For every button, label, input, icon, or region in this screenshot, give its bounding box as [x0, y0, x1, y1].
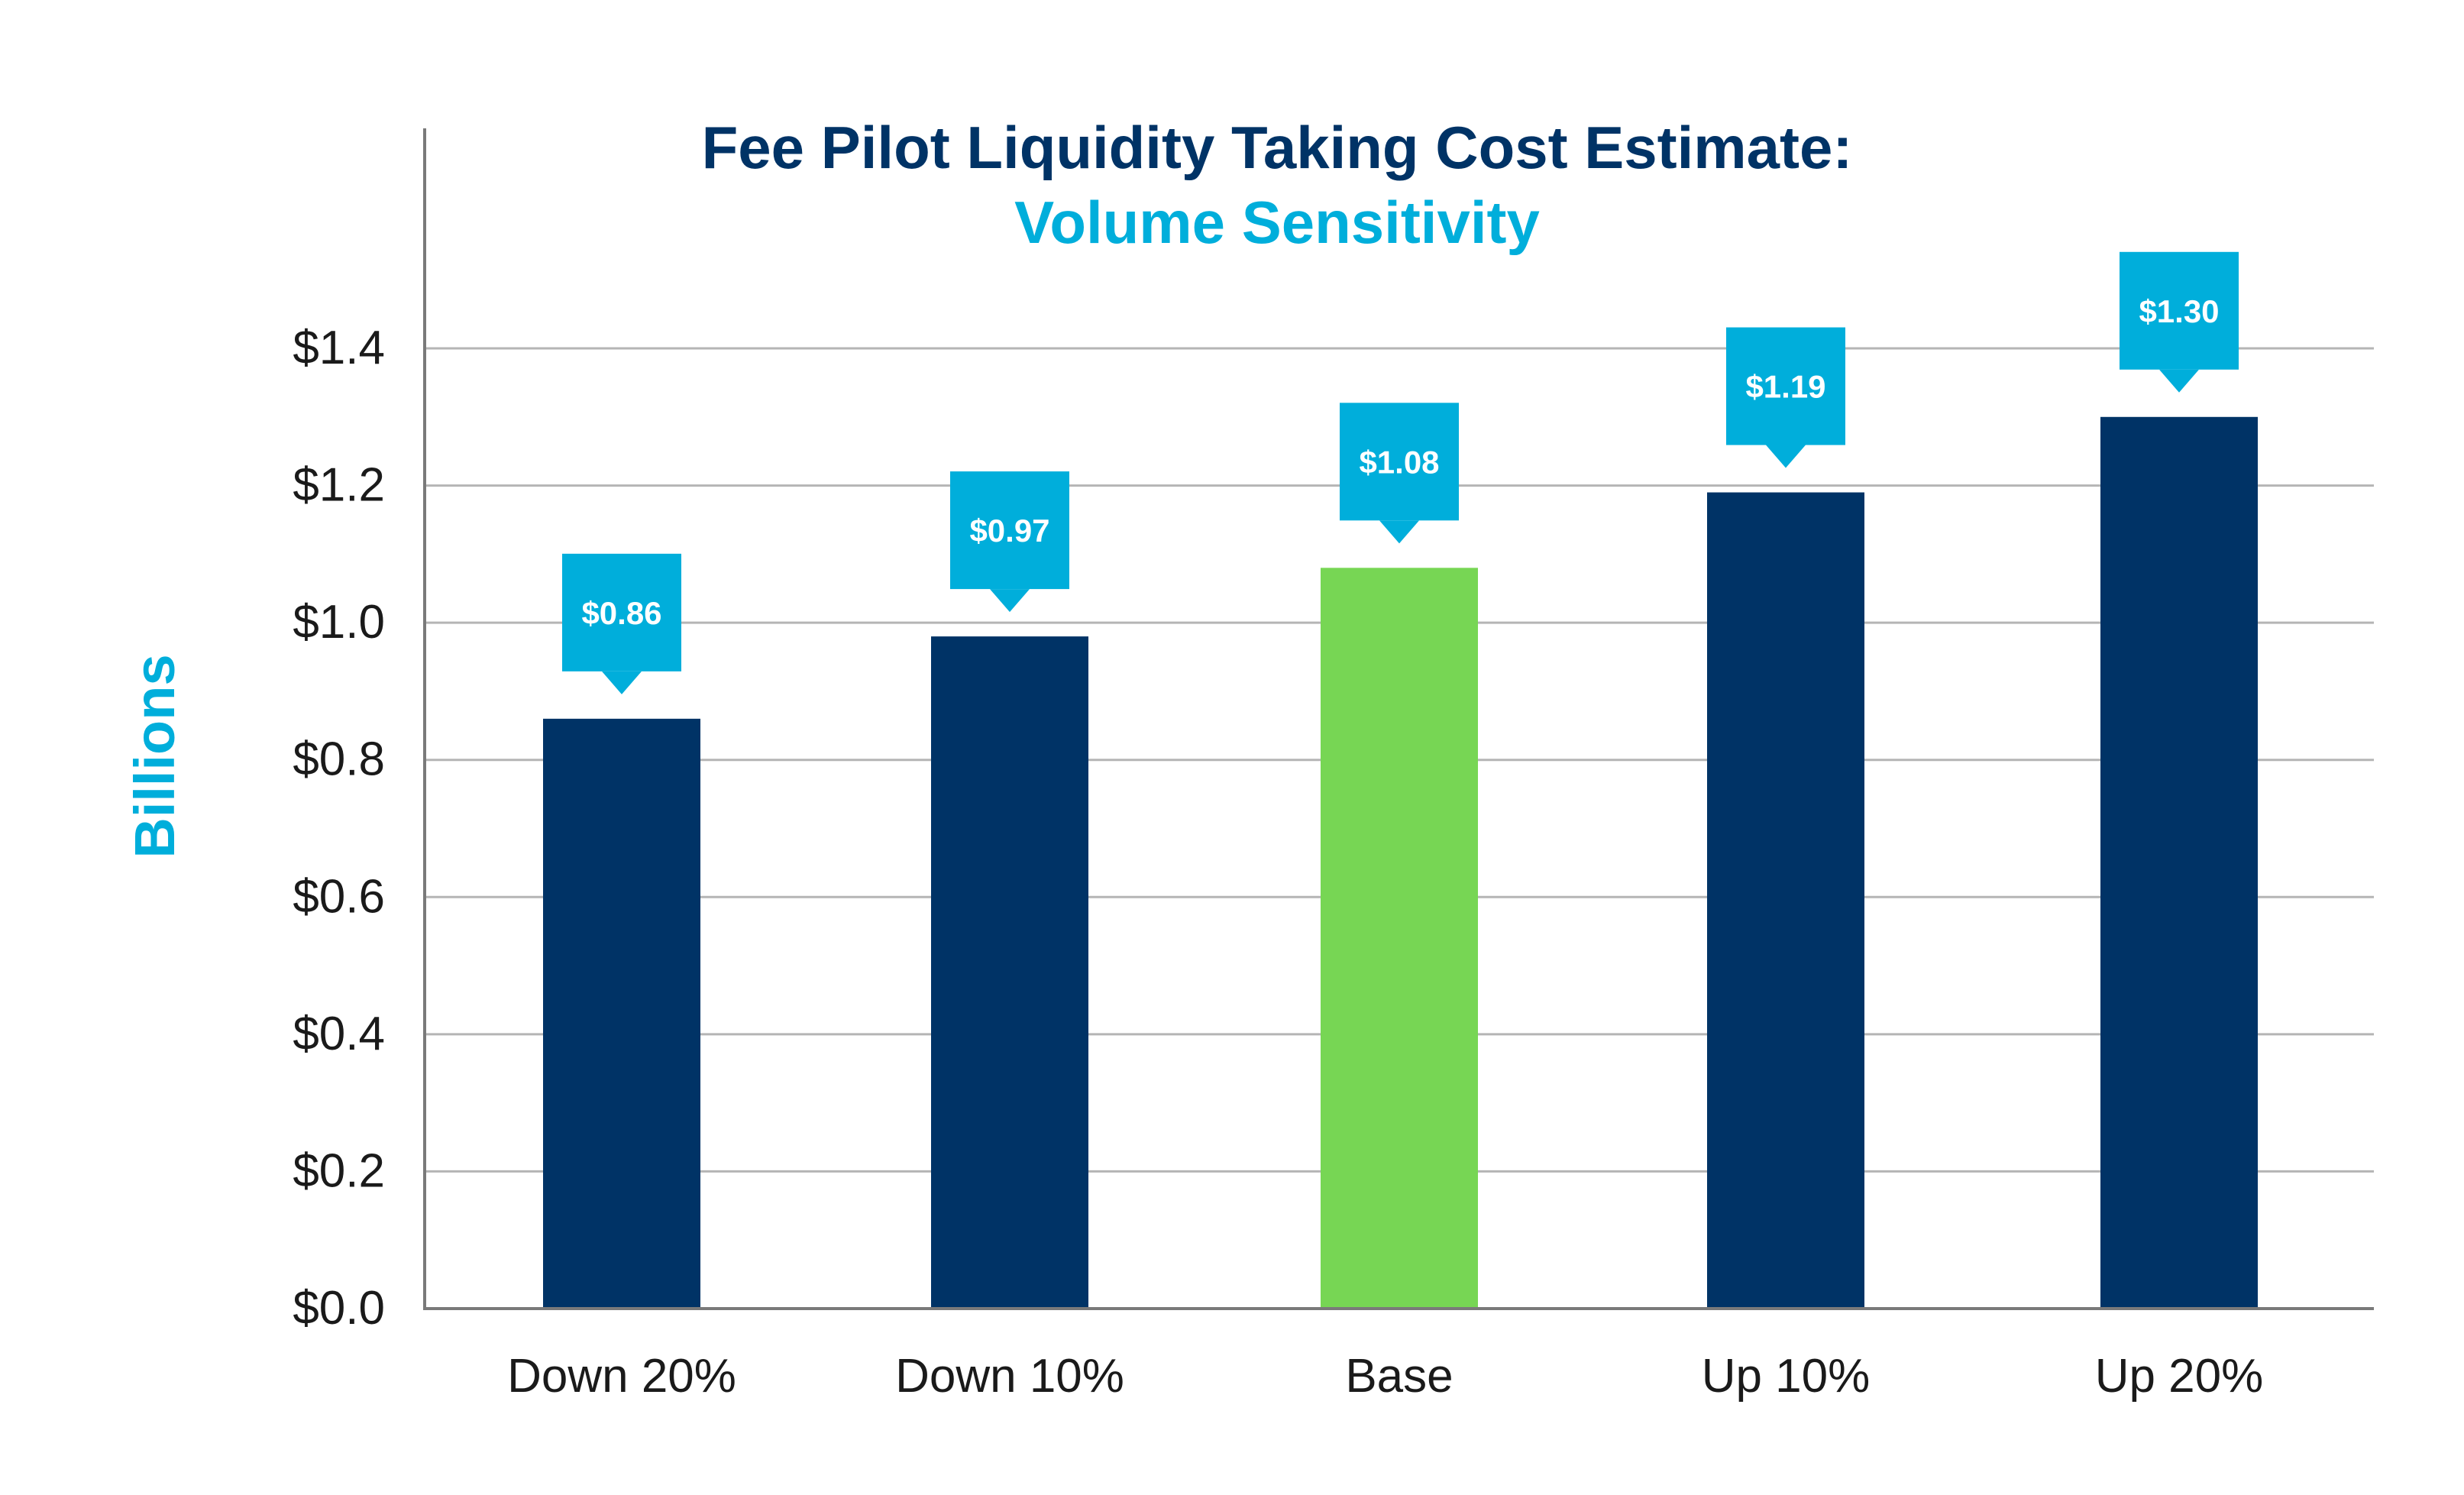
- callout-pointer: [602, 671, 642, 694]
- y-tick-label: $0.4: [293, 1008, 385, 1060]
- y-tick-label: $1.0: [293, 596, 385, 649]
- callout-pointer: [990, 589, 1030, 613]
- data-label-callout: $1.30: [2120, 251, 2239, 393]
- data-label-callout: $0.97: [950, 471, 1069, 613]
- x-category-label: Base: [1345, 1350, 1453, 1403]
- y-tick-label: $1.2: [293, 459, 385, 512]
- y-tick-label: $0.2: [293, 1144, 385, 1197]
- bar-up-20-: [2100, 416, 2258, 1309]
- data-label: $1.08: [1359, 444, 1439, 480]
- x-axis-categories: Down 20% Down 10% Base Up 10% Up 20%: [507, 1350, 2263, 1403]
- data-label: $0.97: [969, 513, 1049, 548]
- callout-box: [1340, 403, 1459, 521]
- x-category-label: Up 20%: [2095, 1350, 2264, 1403]
- bar-up-10-: [1707, 492, 1864, 1309]
- y-axis-ticks: $0.0 $0.2 $0.4 $0.6 $0.8 $1.0 $1.2 $1.4: [293, 322, 385, 1335]
- callout-pointer: [1379, 520, 1419, 544]
- bar-down-10-: [931, 636, 1088, 1309]
- y-tick-label: $0.8: [293, 733, 385, 786]
- data-label: $1.19: [1745, 369, 1825, 405]
- data-label-callout: $1.08: [1340, 403, 1459, 544]
- data-label-callout: $1.19: [1726, 327, 1845, 468]
- chart-subtitle: Volume Sensitivity: [1014, 189, 1540, 256]
- bars: [543, 416, 2258, 1309]
- chart-title: Fee Pilot Liquidity Taking Cost Estimate…: [702, 114, 1853, 181]
- callout-box: [562, 553, 681, 671]
- x-category-label: Up 10%: [1702, 1350, 1871, 1403]
- bar-base: [1321, 568, 1478, 1309]
- y-tick-label: $0.0: [293, 1282, 385, 1335]
- y-axis-label: Billions: [123, 654, 186, 858]
- y-tick-label: $0.6: [293, 870, 385, 923]
- data-label: $0.86: [581, 595, 661, 631]
- x-category-label: Down 20%: [507, 1350, 736, 1403]
- bar-down-20-: [543, 718, 700, 1309]
- x-category-label: Down 10%: [895, 1350, 1124, 1403]
- data-labels: $0.86 $0.97 $1.08 $1.19 $1.30: [562, 251, 2239, 694]
- data-label: $1.30: [2139, 293, 2219, 329]
- y-tick-label: $1.4: [293, 322, 385, 374]
- callout-box: [950, 471, 1069, 590]
- callout-pointer: [1766, 445, 1806, 468]
- callout-pointer: [2159, 369, 2199, 393]
- data-label-callout: $0.86: [562, 553, 681, 694]
- callout-box: [2120, 251, 2239, 370]
- callout-box: [1726, 327, 1845, 445]
